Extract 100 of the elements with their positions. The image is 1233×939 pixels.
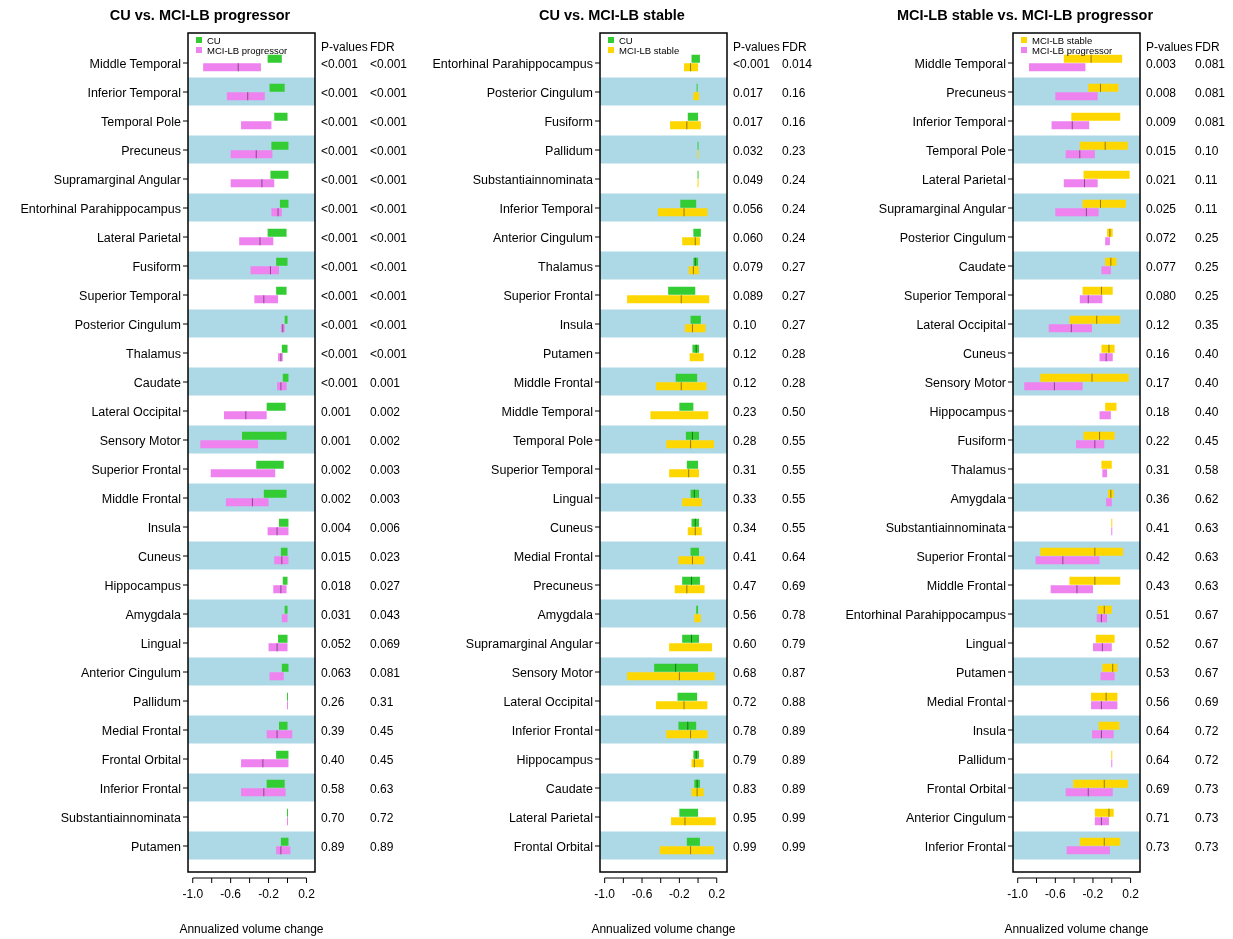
y-tick-label: Superior Temporal	[79, 288, 181, 303]
text: 0.64	[1146, 752, 1170, 767]
y-tick-label: Frontal Orbital	[513, 839, 593, 854]
text: P-values	[733, 40, 780, 54]
text: 0.25	[1195, 288, 1219, 303]
x-axis-title: Annualized volume change	[591, 922, 736, 936]
x-tick-label: -0.2	[669, 887, 691, 901]
y-tick-label: Posterior Cingulum	[899, 230, 1006, 245]
y-tick-label: Caudate	[958, 259, 1007, 274]
text: 0.16	[1146, 346, 1170, 361]
text: 0.089	[733, 288, 764, 303]
y-tick-label: Supramarginal Angular	[878, 201, 1006, 216]
text: 0.72	[733, 694, 757, 709]
text: 0.45	[1195, 433, 1219, 448]
y-tick-label: Superior Frontal	[503, 288, 593, 303]
y-tick-label: Frontal Orbital	[101, 752, 181, 767]
text: <0.001	[370, 317, 408, 332]
text: 0.31	[370, 694, 394, 709]
y-tick-label: Insula	[972, 723, 1007, 738]
text: 0.55	[782, 520, 806, 535]
text: <0.001	[370, 259, 408, 274]
text: 0.47	[733, 578, 757, 593]
text: 0.24	[782, 172, 806, 187]
text: 0.87	[782, 665, 806, 680]
y-tick-label: Insula	[559, 317, 594, 332]
y-tick-label: Sensory Motor	[99, 433, 181, 448]
text: 0.89	[782, 752, 806, 767]
text: 0.12	[733, 375, 757, 390]
y-tick-label: Lingual	[140, 636, 181, 651]
text: 0.16	[782, 85, 806, 100]
x-axis-title: Annualized volume change	[179, 922, 324, 936]
text: P-values	[321, 40, 368, 54]
text: <0.001	[370, 288, 408, 303]
y-tick-label: Entorhinal Parahippocampus	[20, 201, 181, 216]
text: 0.063	[321, 665, 352, 680]
y-tick-label: Fusiform	[132, 259, 181, 274]
text: 0.40	[1195, 375, 1219, 390]
text: 0.89	[321, 839, 345, 854]
text: 0.28	[782, 346, 806, 361]
x-axis-title: Annualized volume change	[1004, 922, 1149, 936]
y-tick-label: Fusiform	[957, 433, 1006, 448]
text: 0.25	[1195, 230, 1219, 245]
text: 0.052	[321, 636, 352, 651]
legend-label: MCI-LB stable	[619, 44, 680, 56]
y-tick-label: Caudate	[545, 781, 594, 796]
text: <0.001	[370, 143, 408, 158]
y-tick-label: Lateral Occipital	[503, 694, 593, 709]
x-tick-label: -0.2	[1082, 887, 1104, 901]
text: 0.89	[782, 723, 806, 738]
text: 0.015	[321, 549, 352, 564]
text: <0.001	[321, 317, 359, 332]
text: <0.001	[321, 288, 359, 303]
text: 0.89	[370, 839, 394, 854]
text: 0.056	[733, 201, 764, 216]
y-tick-label: Caudate	[133, 375, 182, 390]
y-tick-label: Supramarginal Angular	[465, 636, 593, 651]
text: <0.001	[321, 172, 359, 187]
y-tick-label: Anterior Cingulum	[492, 230, 593, 245]
text: <0.001	[321, 346, 359, 361]
y-tick-label: Substantiainnominata	[60, 810, 182, 825]
text: 0.10	[733, 317, 757, 332]
text: 0.24	[782, 230, 806, 245]
x-tick-label: 0.2	[1122, 887, 1140, 901]
text: <0.001	[733, 56, 771, 71]
text: 0.079	[733, 259, 764, 274]
text: 0.077	[1146, 259, 1177, 274]
y-tick-label: Entorhinal Parahippocampus	[845, 607, 1006, 622]
text: <0.001	[321, 56, 359, 71]
text: 0.83	[733, 781, 757, 796]
text: 0.10	[1195, 143, 1219, 158]
text: 0.73	[1146, 839, 1170, 854]
y-tick-label: Putamen	[130, 839, 182, 854]
text: 0.45	[370, 752, 394, 767]
text: 0.081	[1195, 56, 1226, 71]
text: 0.34	[733, 520, 757, 535]
text: 0.99	[733, 839, 757, 854]
y-tick-label: Lingual	[552, 491, 593, 506]
text: 0.72	[1195, 723, 1219, 738]
y-tick-label: Supramarginal Angular	[53, 172, 181, 187]
text: 0.31	[1146, 462, 1170, 477]
text: 0.69	[782, 578, 806, 593]
text: 0.009	[1146, 114, 1177, 129]
text: 0.001	[321, 433, 352, 448]
text: <0.001	[321, 375, 359, 390]
y-tick-label: Hippocampus	[929, 404, 1006, 419]
y-tick-label: Precuneus	[946, 85, 1006, 100]
text: 0.67	[1195, 665, 1219, 680]
text: 0.39	[321, 723, 345, 738]
y-tick-label: Cuneus	[137, 549, 181, 564]
text: 0.62	[1195, 491, 1219, 506]
text: 0.11	[1195, 201, 1218, 216]
text: P-values	[1146, 40, 1193, 54]
text: 0.25	[1195, 259, 1219, 274]
y-tick-label: Entorhinal Parahippocampus	[432, 56, 593, 71]
text: 0.99	[782, 839, 806, 854]
text: 0.17	[1146, 375, 1170, 390]
text: 0.072	[1146, 230, 1177, 245]
y-tick-label: Inferior Frontal	[511, 723, 593, 738]
text: 0.69	[1146, 781, 1170, 796]
y-tick-label: Middle Frontal	[926, 578, 1006, 593]
